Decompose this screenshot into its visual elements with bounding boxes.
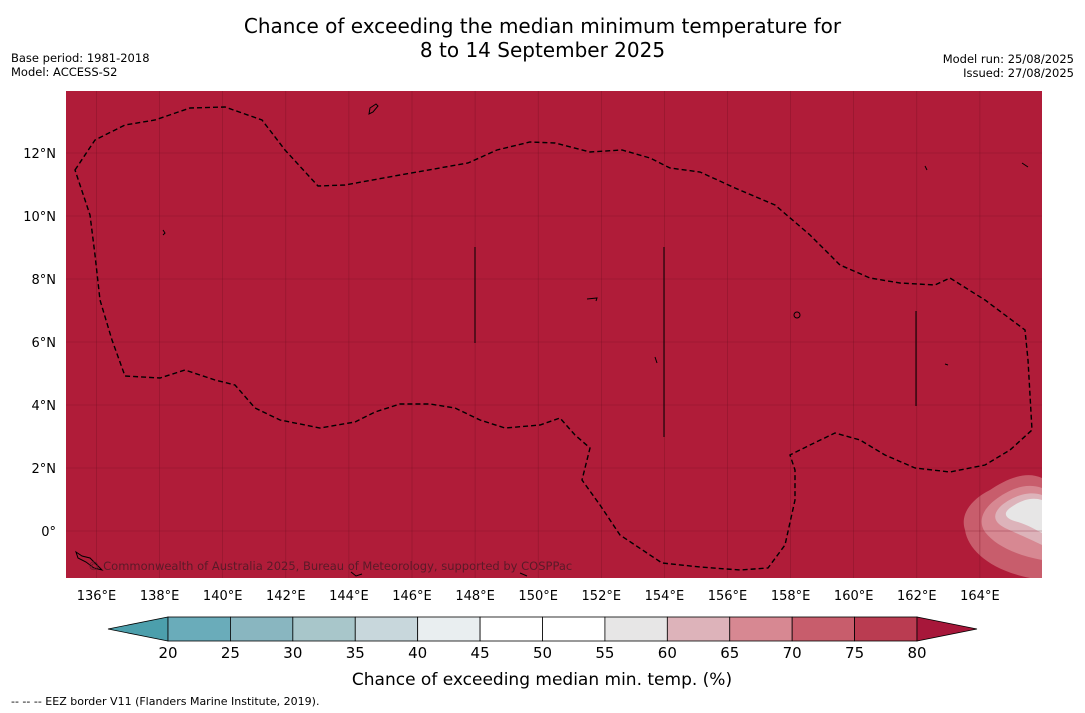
longitude-tick-label: 164°E [960, 589, 1000, 604]
colorbar: 20 25 30 35 40 45 50 55 60 65 70 75 80 [107, 616, 978, 662]
colorbar-tick-label: 40 [408, 644, 427, 662]
colorbar-segment [167, 616, 231, 642]
island-small-5 [350, 571, 363, 577]
colorbar-tick-label: 55 [595, 644, 614, 662]
copyright-text: © Commonwealth of Australia 2025, Bureau… [88, 559, 572, 573]
colorbar-segment [479, 616, 543, 642]
colorbar-segment [604, 616, 668, 642]
longitude-tick-label: 152°E [582, 589, 622, 604]
colorbar-tick-label: 30 [283, 644, 302, 662]
longitude-tick-label: 160°E [834, 589, 874, 604]
colorbar-tick-label: 75 [845, 644, 864, 662]
longitude-tick-label: 144°E [329, 589, 369, 604]
colorbar-title: Chance of exceeding median min. temp. (%… [352, 670, 732, 690]
chart-title: Chance of exceeding the median minimum t… [0, 14, 1085, 62]
colorbar-tick-label: 45 [471, 644, 490, 662]
longitude-tick-label: 138°E [140, 589, 180, 604]
colorbar-extend-low [107, 616, 169, 642]
longitude-tick-label: 154°E [645, 589, 685, 604]
colorbar-segment [354, 616, 419, 642]
meta-left: Base period: 1981-2018 Model: ACCESS-S2 [11, 51, 150, 79]
colorbar-tick-label: 50 [533, 644, 552, 662]
title-line-2: 8 to 14 September 2025 [419, 38, 666, 62]
longitude-tick-label: 142°E [266, 589, 306, 604]
colorbar-segment [854, 616, 918, 642]
colorbar-segment [791, 616, 855, 642]
coastlines [75, 103, 1029, 577]
issued-date: Issued: 27/08/2025 [963, 66, 1074, 80]
colorbar-segment [729, 616, 793, 642]
title-line-1: Chance of exceeding the median minimum t… [243, 14, 842, 38]
island-small-3 [944, 363, 949, 366]
longitude-tick-label: 156°E [708, 589, 748, 604]
colorbar-extend-high [916, 616, 978, 642]
latitude-tick-label: 4°N [32, 399, 57, 414]
longitude-tick-label: 150°E [518, 589, 558, 604]
longitude-tick-label: 162°E [897, 589, 937, 604]
longitude-tick-label: 148°E [455, 589, 495, 604]
colorbar-tick-label: 65 [720, 644, 739, 662]
island-pohnpei [793, 311, 801, 319]
colorbar-tick-label: 25 [221, 644, 240, 662]
longitude-tick-label: 158°E [771, 589, 811, 604]
meta-right: Model run: 25/08/2025 Issued: 27/08/2025 [943, 52, 1074, 80]
colorbar-tick-label: 80 [907, 644, 926, 662]
colorbar-segment [292, 616, 356, 642]
island-small-1 [924, 165, 928, 171]
longitude-tick-label: 140°E [203, 589, 243, 604]
island-small-2 [1021, 162, 1029, 168]
island-guam [368, 103, 379, 115]
eez-border [74, 106, 1033, 571]
island-small-6 [519, 572, 528, 577]
low-probability-area [963, 475, 1042, 578]
latitude-labels: 12°N 10°N 8°N 6°N 4°N 2°N 0° [23, 147, 56, 540]
longitude-labels: 136°E 138°E 140°E 142°E 144°E 146°E 148°E 150°E… [77, 589, 1000, 604]
base-period: Base period: 1981-2018 [11, 51, 150, 65]
latitude-tick-label: 2°N [32, 462, 57, 477]
colorbar-tick-label: 60 [658, 644, 677, 662]
longitude-tick-label: 136°E [77, 589, 117, 604]
island-chuuk [586, 297, 598, 302]
latitude-tick-label: 10°N [23, 210, 56, 225]
colorbar-segment [666, 616, 731, 642]
model-run: Model run: 25/08/2025 [942, 52, 1074, 66]
latitude-tick-label: 8°N [32, 273, 57, 288]
latitude-tick-label: 0° [41, 525, 56, 540]
graticule [66, 91, 1042, 578]
island-palau [162, 229, 166, 236]
latitude-tick-label: 6°N [32, 336, 57, 351]
model-name: Model: ACCESS-S2 [11, 65, 118, 79]
longitude-tick-label: 146°E [392, 589, 432, 604]
island-small-4 [654, 356, 658, 364]
island-new-guinea [75, 550, 104, 571]
colorbar-segment [417, 616, 481, 642]
colorbar-tick-label: 70 [783, 644, 802, 662]
map-background [66, 91, 1042, 578]
colorbar-tick-label: 20 [158, 644, 177, 662]
colorbar-tick-label: 35 [346, 644, 365, 662]
colorbar-segment [230, 616, 294, 642]
eez-footnote: -- -- -- EEZ border V11 (Flanders Marine… [11, 695, 320, 708]
latitude-tick-label: 12°N [23, 147, 56, 162]
colorbar-segment [542, 616, 606, 642]
